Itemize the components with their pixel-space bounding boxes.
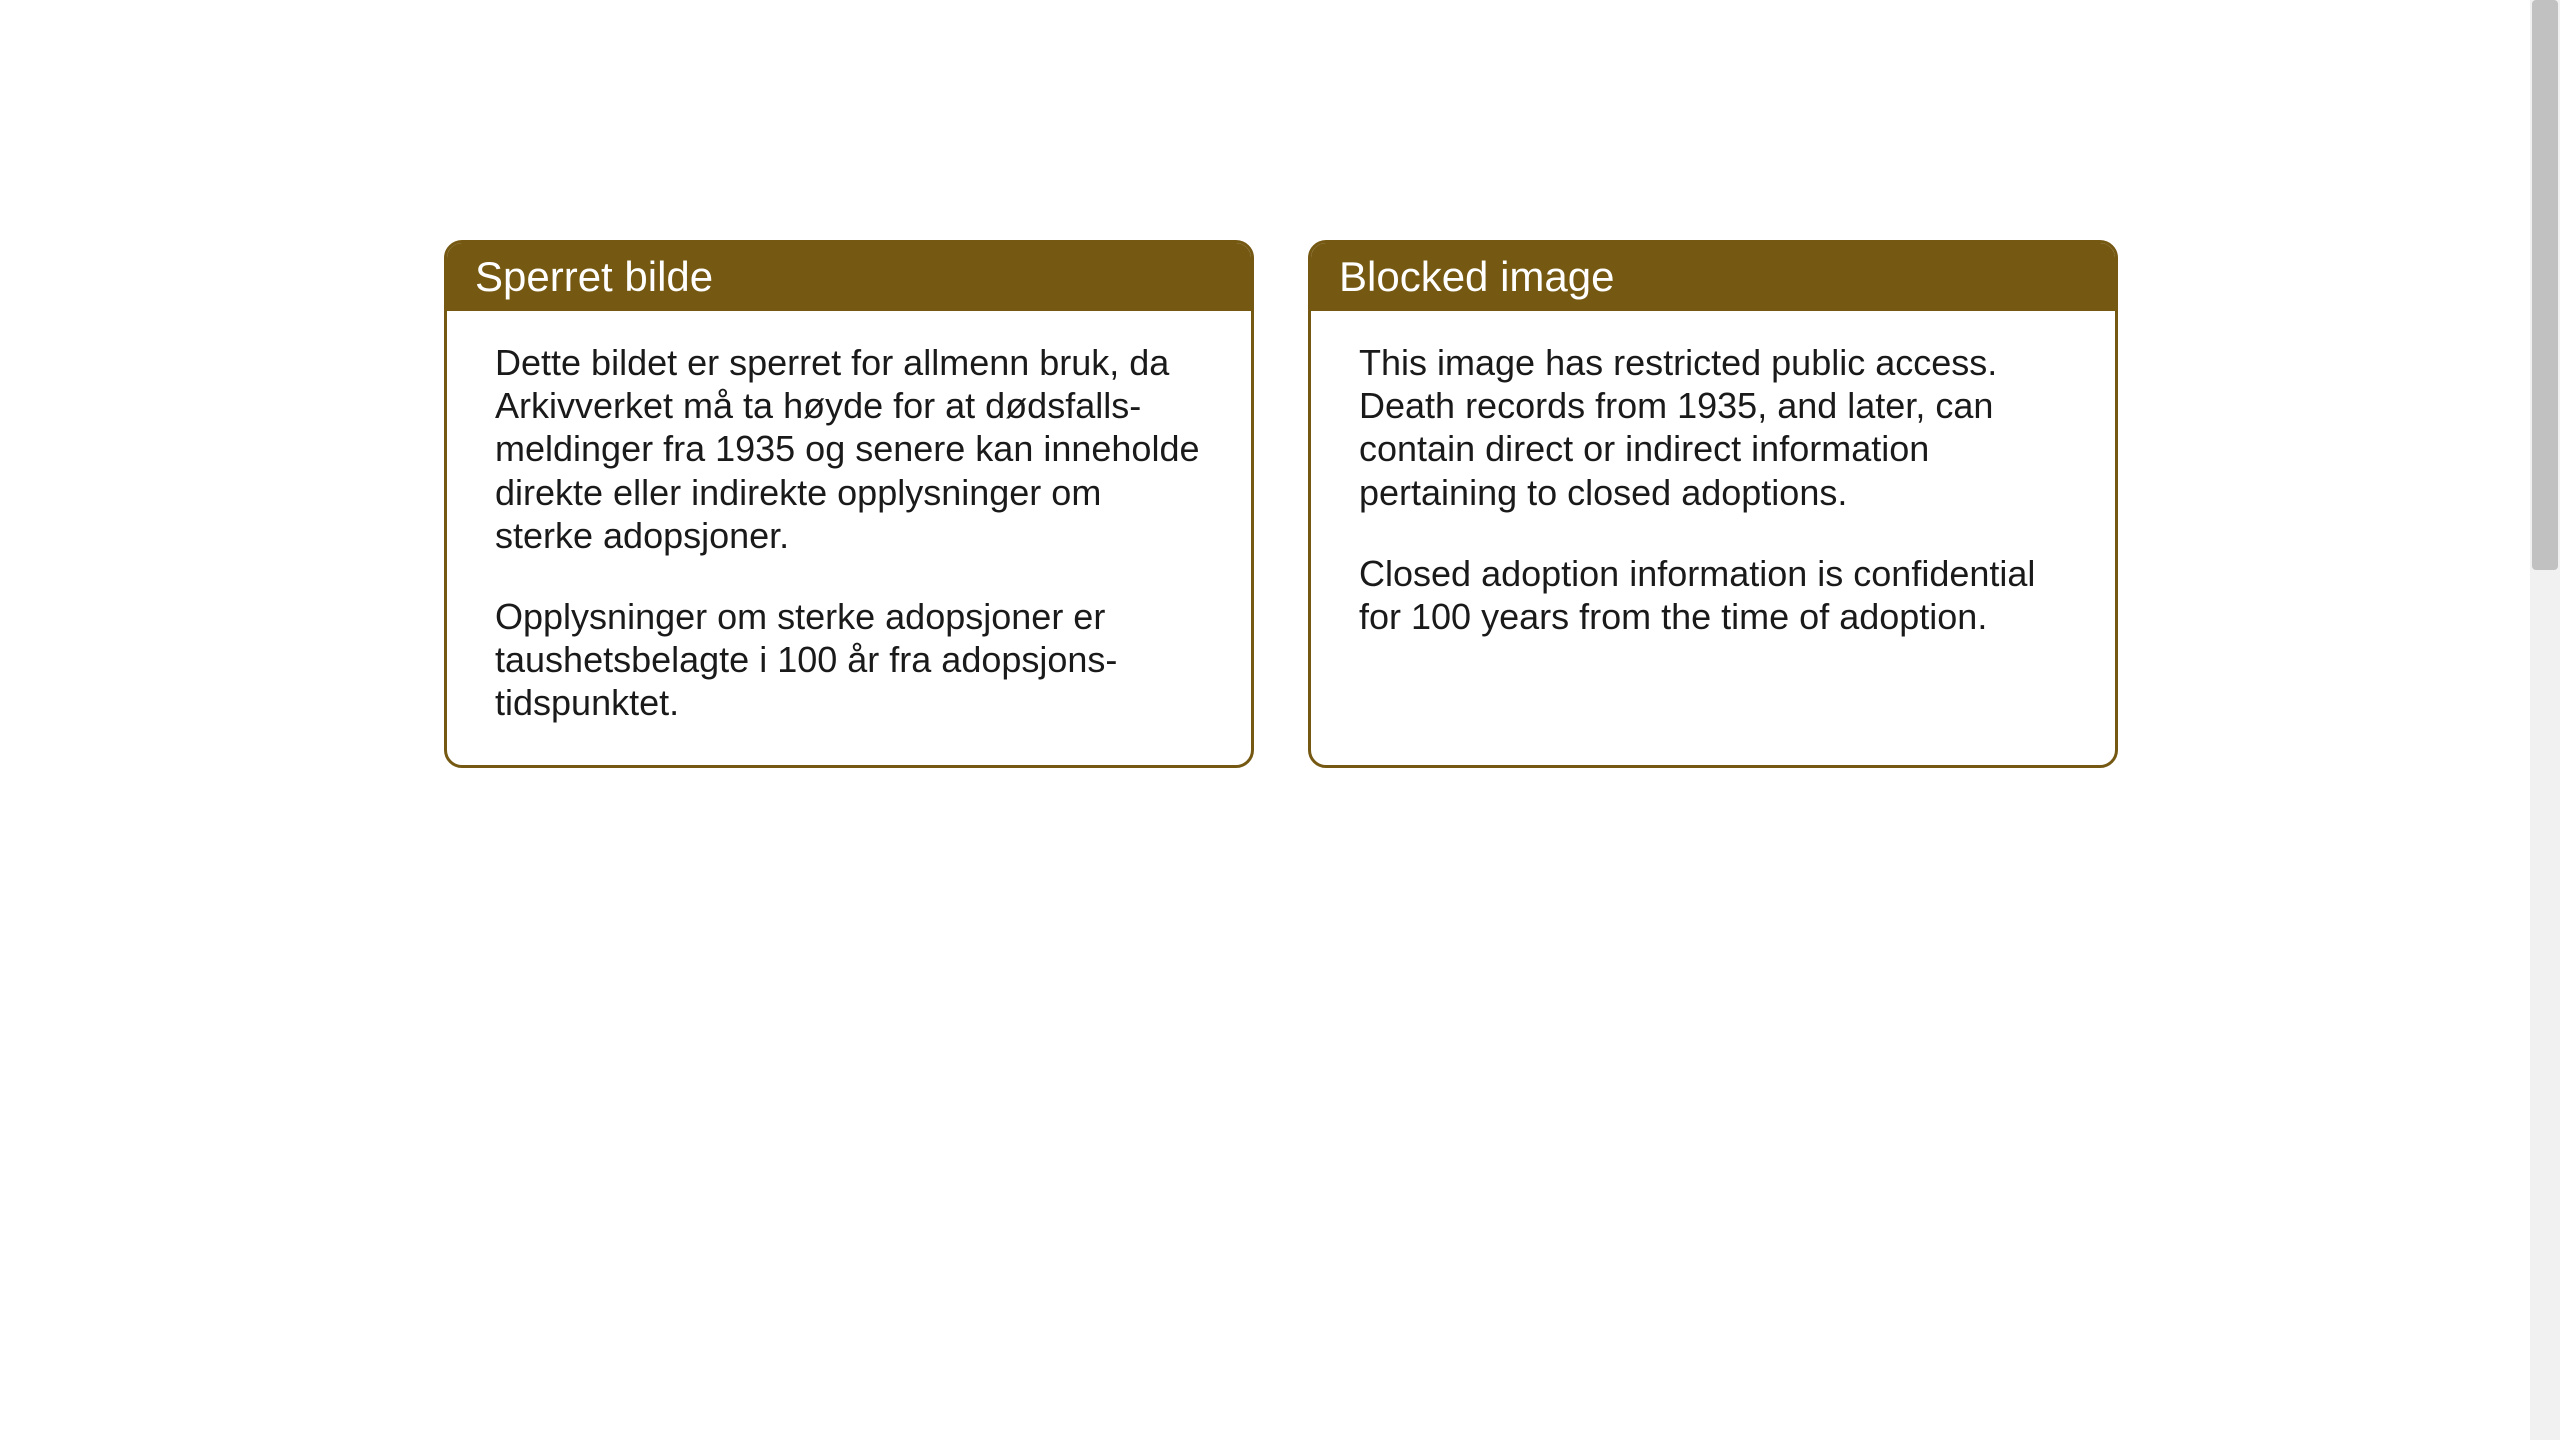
english-card-header: Blocked image [1311, 243, 2115, 311]
english-card-body: This image has restricted public access.… [1311, 311, 2115, 678]
vertical-scrollbar[interactable] [2530, 0, 2560, 1440]
norwegian-card-body: Dette bildet er sperret for allmenn bruk… [447, 311, 1251, 765]
norwegian-paragraph-2: Opplysninger om sterke adopsjoner er tau… [495, 595, 1203, 725]
norwegian-card-header: Sperret bilde [447, 243, 1251, 311]
norwegian-paragraph-1: Dette bildet er sperret for allmenn bruk… [495, 341, 1203, 557]
english-notice-card: Blocked image This image has restricted … [1308, 240, 2118, 768]
english-paragraph-1: This image has restricted public access.… [1359, 341, 2067, 514]
english-paragraph-2: Closed adoption information is confident… [1359, 552, 2067, 638]
scrollbar-thumb[interactable] [2532, 0, 2558, 570]
notice-container: Sperret bilde Dette bildet er sperret fo… [444, 240, 2118, 768]
norwegian-notice-card: Sperret bilde Dette bildet er sperret fo… [444, 240, 1254, 768]
